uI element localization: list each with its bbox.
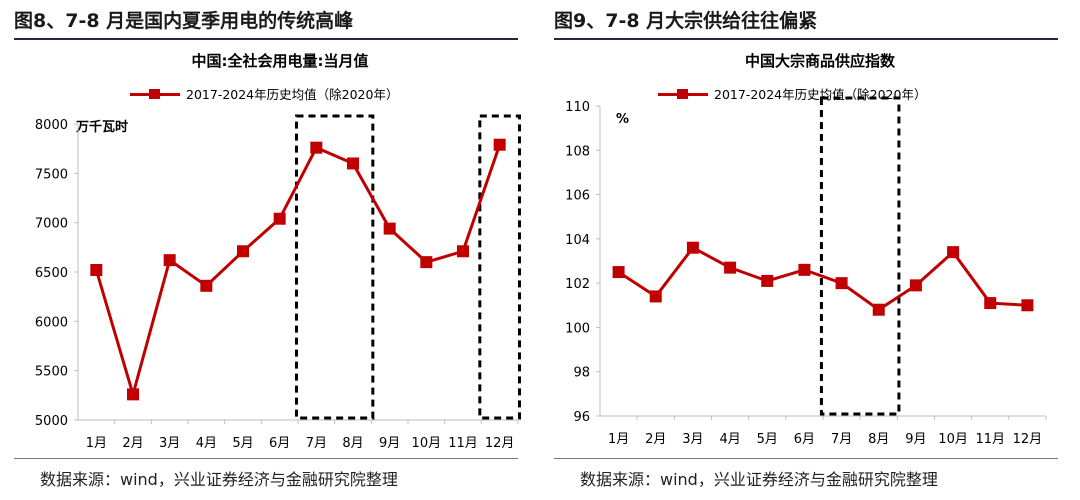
y-tick-label: 6000 [35, 315, 68, 330]
x-tick-label: 2月 [645, 432, 666, 447]
data-point-marker [835, 277, 848, 290]
y-tick-label: 108 [565, 144, 590, 159]
data-point-marker [383, 222, 396, 235]
legend-swatch-icon [130, 88, 180, 100]
x-tick-label: 12月 [1013, 432, 1043, 447]
electricity-line-chart: 5000 5500 6000 6500 7000 7500 8000 1月 2月 3月 4月 5月 6月… [35, 114, 522, 451]
x-tick-label: 6月 [269, 436, 290, 451]
x-tick-label: 9月 [905, 432, 926, 447]
figure-title: 图8、7-8 月是国内夏季用电的传统高峰 [14, 10, 354, 32]
data-point-marker [984, 297, 997, 310]
x-tick-label: 1月 [86, 436, 107, 451]
data-point-marker [649, 290, 662, 303]
data-point-marker [686, 241, 699, 254]
data-point-marker [90, 264, 103, 277]
data-point-marker [798, 263, 811, 276]
x-tick-label: 2月 [122, 436, 143, 451]
x-tick-label: 11月 [975, 432, 1005, 447]
title-divider [554, 38, 1058, 40]
figure-title: 图9、7-8 月大宗供给往往偏紧 [554, 10, 818, 32]
y-tick-label: 110 [565, 100, 590, 115]
chart-title: 中国:全社会用电量:当月值 [191, 52, 369, 70]
x-tick-label: 12月 [485, 436, 515, 451]
y-tick-label: 7000 [35, 217, 68, 232]
data-point-marker [420, 256, 433, 269]
data-source: 数据来源：wind，兴业证券经济与金融研究院整理 [40, 470, 398, 489]
data-source: 数据来源：wind，兴业证券经济与金融研究院整理 [580, 470, 938, 489]
y-tick-label: 6500 [35, 266, 68, 281]
data-point-marker [347, 157, 359, 170]
y-tick-label: 8000 [35, 118, 68, 133]
data-point-marker [310, 141, 323, 154]
x-tick-label: 4月 [719, 432, 740, 447]
left-figure-panel: 图8、7-8 月是国内夏季用电的传统高峰 中国:全社会用电量:当月值 2017-… [14, 10, 522, 489]
right-figure-panel: 图9、7-8 月大宗供给往往偏紧 中国大宗商品供应指数 2017-2024年历史… [540, 0, 1080, 500]
data-point-marker [1021, 299, 1034, 312]
title-divider [14, 38, 518, 40]
data-point-marker [724, 261, 737, 274]
y-axis-unit: 万千瓦时 [76, 120, 129, 135]
bottom-divider [554, 458, 1058, 459]
highlight-box [295, 114, 375, 420]
data-point-marker [457, 245, 469, 258]
x-tick-label: 4月 [196, 436, 217, 451]
x-tick-label: 8月 [342, 436, 363, 451]
y-axis-unit: % [616, 112, 630, 127]
y-tick-label: 96 [573, 410, 590, 425]
data-point-marker [872, 303, 885, 316]
x-tick-label: 10月 [412, 436, 442, 451]
bottom-divider [14, 458, 518, 459]
x-tick-label: 8月 [868, 432, 889, 447]
data-point-marker [163, 254, 176, 267]
x-tick-label: 3月 [159, 436, 180, 451]
data-point-marker [273, 212, 286, 225]
y-tick-label: 104 [565, 233, 590, 248]
x-tick-label: 9月 [379, 436, 400, 451]
legend-swatch-icon [658, 88, 708, 100]
x-tick-label: 1月 [608, 432, 629, 447]
data-point-marker [200, 279, 213, 292]
data-point-marker [761, 274, 774, 287]
y-tick-label: 7500 [35, 167, 68, 182]
y-tick-label: 106 [565, 189, 590, 204]
x-tick-label: 7月 [306, 436, 327, 451]
x-tick-label: 11月 [448, 436, 478, 451]
highlight-box [819, 96, 901, 416]
chart-legend: 2017-2024年历史均值（除2020年） [130, 84, 398, 103]
series-line [617, 246, 1028, 312]
series-line [94, 144, 502, 396]
data-point-marker [127, 388, 139, 401]
x-tick-label: 5月 [757, 432, 778, 447]
legend-label: 2017-2024年历史均值（除2020年） [186, 87, 399, 102]
data-point-marker [237, 245, 249, 258]
y-tick-label: 5000 [35, 414, 68, 429]
y-tick-label: 98 [573, 366, 590, 381]
commodity-supply-line-chart: 96 98 100 102 104 106 108 110 1月 2月 3月 4月 5月 6月 7月 8月 9月… [565, 96, 1047, 447]
y-tick-label: 102 [565, 277, 590, 292]
y-tick-label: 5500 [35, 365, 68, 380]
data-point-marker [612, 266, 625, 279]
x-tick-label: 7月 [831, 432, 852, 447]
chart-title: 中国大宗商品供应指数 [744, 52, 895, 70]
data-point-marker [947, 246, 960, 259]
x-tick-label: 6月 [794, 432, 815, 447]
highlight-box [478, 114, 522, 420]
data-point-marker [493, 138, 506, 151]
x-tick-label: 10月 [938, 432, 968, 447]
x-tick-label: 5月 [232, 436, 253, 451]
x-tick-label: 3月 [682, 432, 703, 447]
y-tick-label: 100 [565, 321, 590, 336]
data-point-marker [909, 279, 922, 292]
